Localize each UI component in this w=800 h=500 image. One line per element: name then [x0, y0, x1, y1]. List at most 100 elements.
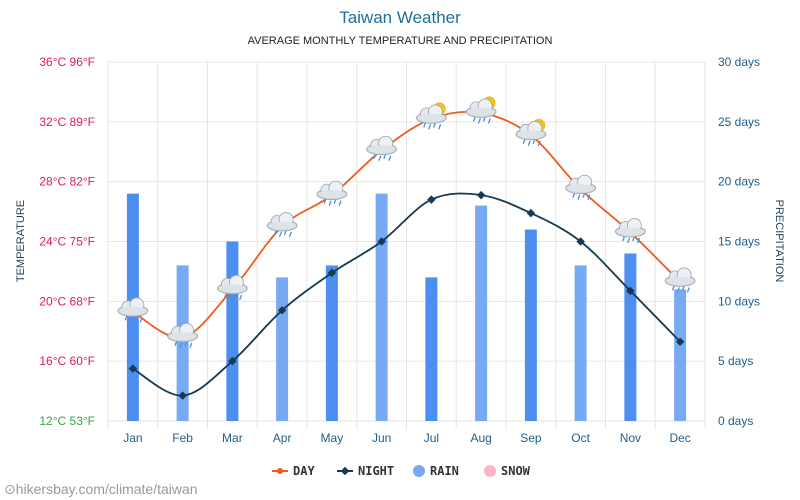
- weather-icons: [117, 96, 696, 348]
- cloud-base-icon: [467, 107, 495, 116]
- legend-label: RAIN: [430, 464, 459, 478]
- month-label: Nov: [620, 431, 641, 445]
- rain-drop-icon: [373, 153, 377, 159]
- legend-item-day: DAY: [272, 464, 315, 478]
- rain-drop-icon: [487, 118, 491, 124]
- rain-drop-icon: [587, 194, 591, 200]
- rain-drop-icon: [572, 192, 576, 198]
- month-label: Apr: [273, 431, 292, 445]
- rain-drop-icon: [477, 118, 481, 124]
- right-tick-label: 30 days: [718, 55, 760, 69]
- rain-drop-icon: [388, 155, 392, 161]
- cloud-base-icon: [119, 306, 147, 315]
- night-point: [377, 237, 386, 246]
- rain-drop-icon: [139, 317, 143, 323]
- left-tick-label: 16°C 60°F: [39, 354, 95, 368]
- rain-drop-icon: [338, 200, 342, 206]
- rain-drop-icon: [522, 138, 526, 144]
- cloud-base-icon: [368, 145, 396, 154]
- rain-drop-icon: [278, 231, 282, 238]
- rain-bar: [425, 277, 438, 421]
- rain-drop-icon: [328, 200, 332, 206]
- night-point: [327, 268, 337, 278]
- rain-drop-icon: [438, 124, 442, 130]
- source-text: hikersbay.com/climate/taiwan: [15, 481, 198, 497]
- pin-icon: ⊙: [4, 481, 16, 497]
- left-axis-title: TEMPERATURE: [15, 200, 27, 282]
- rain-cloud-icon: [266, 212, 298, 238]
- legend-marker-icon: [340, 466, 350, 476]
- rain-drop-icon: [527, 140, 531, 146]
- rain-drop-icon: [179, 342, 183, 348]
- night-point: [277, 306, 287, 315]
- cloud-base-icon: [318, 190, 346, 199]
- sun-rain-cloud-icon: [515, 118, 547, 146]
- rain-bar: [325, 265, 338, 421]
- cloud-base-icon: [417, 113, 445, 122]
- rain-bar: [276, 277, 289, 421]
- rain-drop-icon: [637, 237, 641, 244]
- sun-rain-cloud-icon: [415, 102, 447, 130]
- cloud-base-icon: [218, 284, 246, 293]
- rain-bar: [475, 205, 488, 421]
- month-label: May: [321, 431, 344, 445]
- rain-drop-icon: [288, 231, 292, 238]
- rain-bar: [226, 241, 239, 421]
- rain-drop-icon: [428, 124, 432, 130]
- rain-drop-icon: [323, 198, 327, 204]
- legend-dot-icon: [413, 465, 425, 477]
- rain-bar: [674, 289, 687, 421]
- left-tick-label: 12°C 53°F: [39, 414, 95, 428]
- rain-drop-icon: [239, 294, 243, 301]
- legend-marker-icon: [277, 468, 283, 474]
- rain-drop-icon: [686, 287, 690, 293]
- rain-cloud-icon: [565, 174, 597, 200]
- legend-item-snow: SNOW: [484, 464, 531, 478]
- rain-bar: [524, 229, 537, 421]
- rain-drop-icon: [622, 235, 626, 242]
- left-tick-label: 36°C 96°F: [39, 55, 95, 69]
- left-tick-label: 24°C 75°F: [39, 235, 95, 249]
- month-label: Mar: [222, 431, 243, 445]
- legend-label: NIGHT: [358, 464, 394, 478]
- left-tick-label: 32°C 89°F: [39, 115, 95, 129]
- rain-cloud-icon: [664, 267, 696, 293]
- rain-drop-icon: [229, 294, 233, 301]
- rain-drop-icon: [472, 116, 476, 122]
- night-point: [476, 190, 486, 200]
- month-label: Sep: [520, 431, 542, 445]
- source-link[interactable]: ⊙hikersbay.com/climate/taiwan: [4, 481, 198, 498]
- month-label: Aug: [470, 431, 491, 445]
- rain-bar: [176, 265, 189, 421]
- rain-drop-icon: [676, 287, 680, 293]
- night-point: [526, 208, 536, 218]
- rain-drop-icon: [273, 229, 277, 236]
- rain-drop-icon: [577, 194, 581, 200]
- rain-bar: [375, 193, 388, 421]
- cloud-base-icon: [666, 276, 694, 285]
- sun-rain-cloud-icon: [465, 96, 497, 124]
- rain-cloud-icon: [316, 180, 348, 206]
- right-tick-label: 10 days: [718, 294, 760, 308]
- cloud-base-icon: [517, 130, 545, 139]
- right-tick-label: 5 days: [718, 354, 753, 368]
- night-point: [675, 337, 685, 346]
- right-tick-label: 25 days: [718, 115, 760, 129]
- month-label: Dec: [669, 431, 690, 445]
- night-point: [626, 286, 635, 296]
- rain-drop-icon: [627, 237, 631, 244]
- right-tick-label: 20 days: [718, 175, 760, 189]
- rain-drop-icon: [174, 340, 178, 346]
- chart-subtitle: AVERAGE MONTHLY TEMPERATURE AND PRECIPIT…: [247, 35, 553, 47]
- legend-label: SNOW: [501, 464, 531, 478]
- rain-drop-icon: [124, 315, 128, 321]
- legend: DAY NIGHT RAIN SNOW: [272, 464, 531, 478]
- month-label: Oct: [571, 431, 590, 445]
- rain-bar: [574, 265, 587, 421]
- rain-drop-icon: [224, 292, 228, 299]
- rain-drop-icon: [671, 285, 675, 291]
- right-tick-label: 0 days: [718, 414, 753, 428]
- night-point: [128, 364, 138, 373]
- left-tick-label: 20°C 68°F: [39, 294, 95, 308]
- cloud-base-icon: [169, 332, 197, 341]
